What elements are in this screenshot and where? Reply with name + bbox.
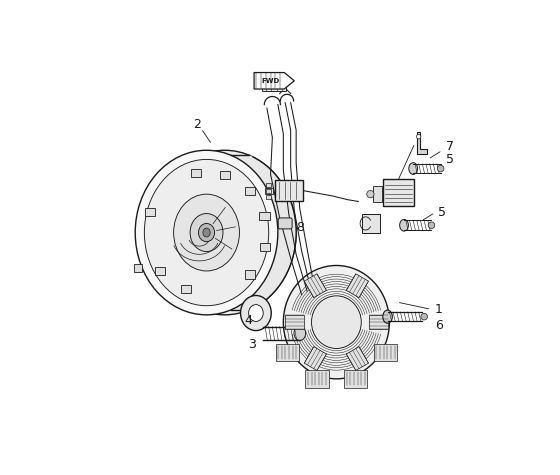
Bar [262, 81, 286, 91]
Polygon shape [417, 132, 427, 154]
Ellipse shape [311, 296, 361, 349]
Bar [346, 347, 368, 370]
Bar [304, 347, 326, 370]
Text: 1: 1 [435, 303, 443, 316]
Ellipse shape [428, 222, 435, 228]
FancyBboxPatch shape [276, 343, 299, 361]
Text: FWD: FWD [261, 78, 279, 84]
Text: 6: 6 [435, 319, 443, 332]
Text: 5: 5 [438, 206, 446, 219]
Text: 4: 4 [245, 314, 253, 327]
Bar [220, 171, 230, 179]
Ellipse shape [383, 310, 393, 323]
Ellipse shape [294, 326, 306, 341]
Bar [245, 270, 255, 278]
Bar [260, 243, 270, 251]
Ellipse shape [144, 160, 269, 306]
Bar [383, 179, 414, 206]
FancyBboxPatch shape [305, 370, 329, 388]
Bar [265, 189, 273, 194]
Ellipse shape [283, 266, 389, 379]
Text: 3: 3 [248, 338, 256, 351]
Ellipse shape [400, 219, 408, 231]
Bar [285, 315, 304, 330]
FancyBboxPatch shape [374, 343, 397, 361]
Ellipse shape [135, 150, 278, 315]
Ellipse shape [367, 190, 374, 198]
Ellipse shape [421, 314, 427, 320]
Bar [369, 315, 388, 330]
Text: 2: 2 [193, 118, 202, 131]
Bar [191, 169, 201, 177]
Bar [245, 187, 255, 195]
Bar [134, 264, 142, 272]
Ellipse shape [190, 214, 223, 252]
Ellipse shape [437, 165, 444, 172]
Ellipse shape [203, 228, 210, 237]
Text: 8: 8 [296, 220, 304, 234]
Polygon shape [254, 73, 295, 89]
Bar [362, 214, 380, 233]
Bar [266, 183, 272, 187]
Ellipse shape [249, 304, 263, 322]
Ellipse shape [417, 134, 421, 139]
Bar [304, 274, 326, 298]
Bar [144, 208, 155, 216]
Bar [259, 84, 264, 88]
Bar [373, 186, 382, 202]
Ellipse shape [198, 223, 214, 242]
FancyBboxPatch shape [278, 218, 292, 229]
Bar [259, 212, 270, 220]
Bar [275, 180, 302, 200]
Ellipse shape [153, 150, 296, 315]
Bar [266, 189, 272, 193]
Polygon shape [231, 155, 296, 310]
Ellipse shape [409, 163, 418, 174]
Ellipse shape [241, 295, 271, 331]
Text: 7: 7 [446, 140, 454, 153]
Bar [346, 274, 368, 298]
FancyBboxPatch shape [344, 370, 367, 388]
Bar [181, 285, 191, 293]
Text: 5: 5 [446, 153, 454, 166]
Bar [266, 195, 272, 199]
Bar [155, 267, 165, 275]
Ellipse shape [174, 194, 240, 271]
